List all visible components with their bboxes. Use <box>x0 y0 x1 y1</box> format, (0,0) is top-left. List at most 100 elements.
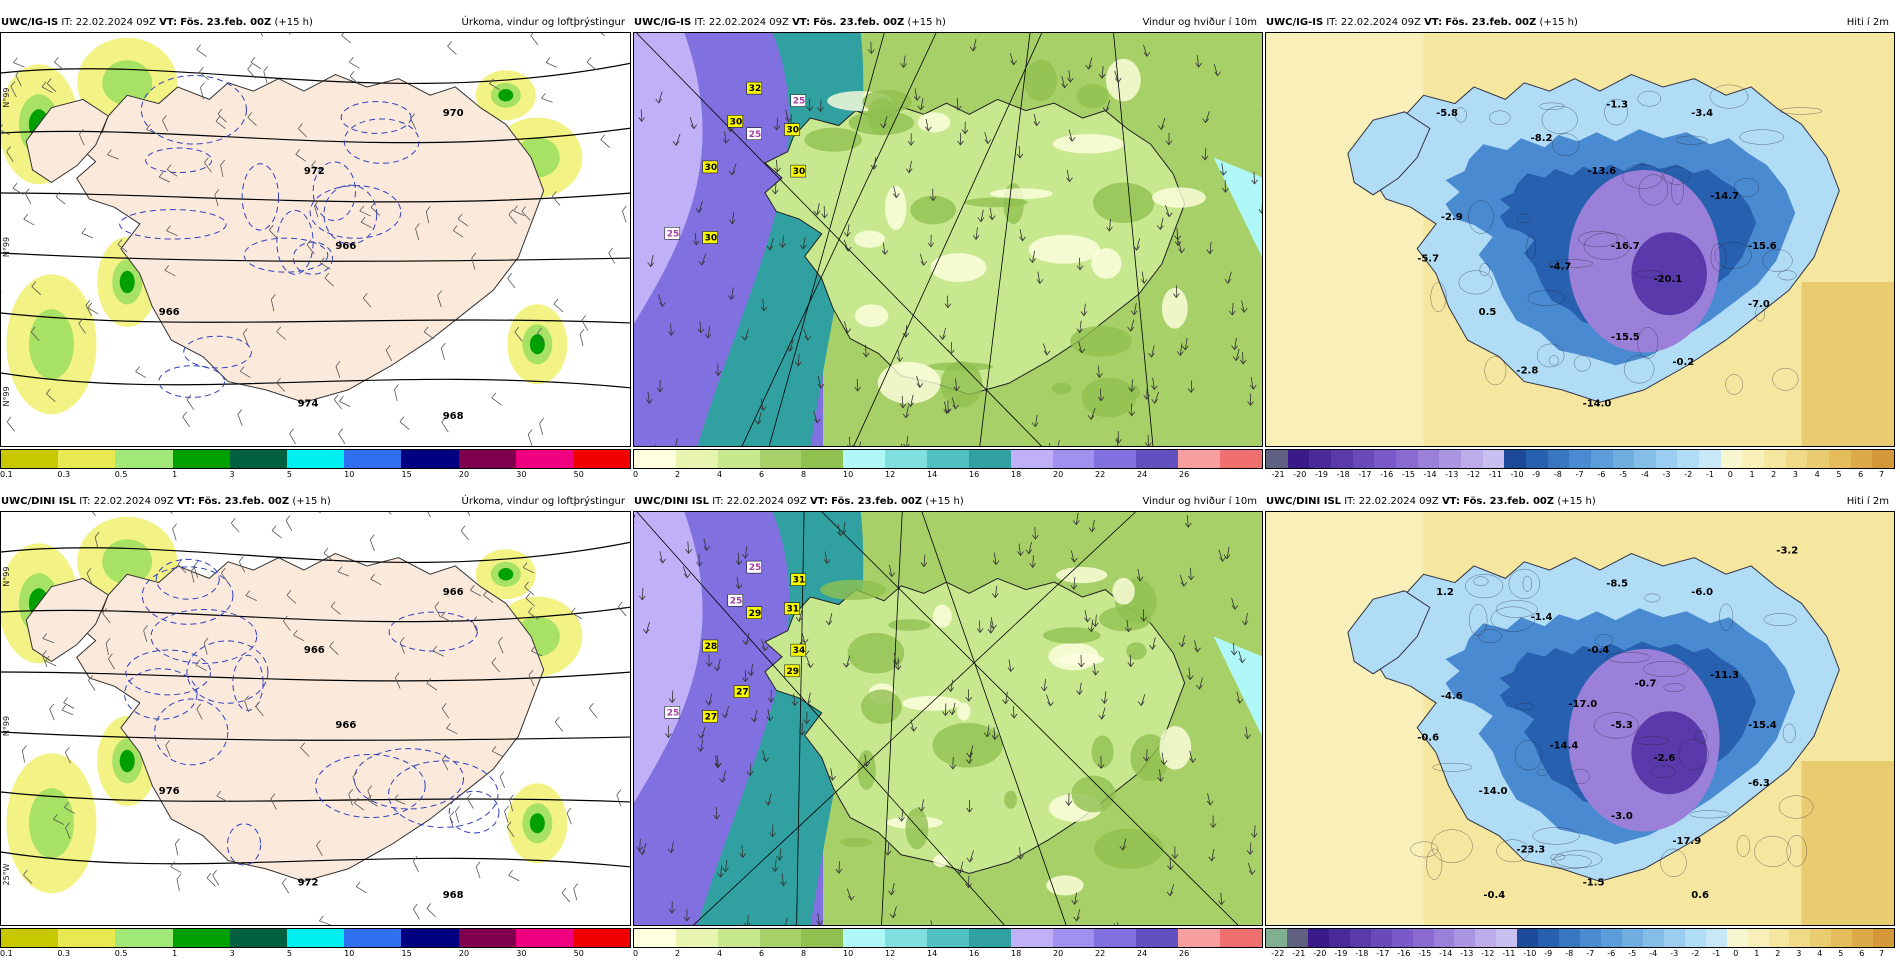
scale-swatch <box>1220 929 1262 947</box>
scale-tick-label: 26 <box>1179 949 1189 958</box>
scale-swatch <box>1677 450 1699 468</box>
scale-tick-label: 16 <box>969 470 979 479</box>
scale-tick-label: -16 <box>1380 470 1393 479</box>
forecast-panel-top-wind: UWC/IG-IS IT: 22.02.2024 09Z VT: Fös. 23… <box>633 14 1263 483</box>
temperature-label: -6.0 <box>1691 587 1713 598</box>
gust-value: 30 <box>705 234 718 244</box>
temperature-label: -17.9 <box>1672 836 1701 847</box>
scale-tick-label: -15 <box>1418 949 1431 958</box>
scale-tick-label: -1 <box>1712 949 1720 958</box>
forecast-panel-bottom-temp: UWC/DINI ISL IT: 22.02.2024 09Z VT: Fös.… <box>1265 493 1895 962</box>
scale-swatch <box>1053 929 1095 947</box>
init-time: 22.02.2024 09Z <box>727 496 807 507</box>
scale-tick-label: -2 <box>1691 949 1699 958</box>
scale-swatch <box>230 450 287 468</box>
temperature-label: -3.4 <box>1691 108 1713 119</box>
scale-swatch <box>1559 929 1580 947</box>
temperature-label: -1.4 <box>1531 612 1553 623</box>
scale-swatch <box>1136 929 1178 947</box>
temperature-label: -15.6 <box>1748 241 1777 252</box>
scale-swatch <box>1656 450 1678 468</box>
scale-tick-label: -12 <box>1481 949 1494 958</box>
scale-swatch <box>760 929 802 947</box>
scale-swatch <box>1852 929 1873 947</box>
scale-swatch <box>1517 929 1538 947</box>
scale-tick-label: -18 <box>1337 470 1350 479</box>
scale-swatch <box>1094 929 1136 947</box>
temperature-label: -16.7 <box>1611 241 1640 252</box>
init-time-label: IT: <box>1344 496 1355 507</box>
valid-time-label: VT: <box>1424 17 1442 28</box>
init-time: 22.02.2024 09Z <box>709 17 789 28</box>
scale-tick-label: 4 <box>1815 470 1820 479</box>
temperature-label: -7.0 <box>1748 299 1770 310</box>
init-time-label: IT: <box>1326 17 1337 28</box>
lat-label: N°99 <box>2 567 11 587</box>
scale-tick-label: 2 <box>675 470 680 479</box>
scale-tick-label: 50 <box>574 949 584 958</box>
scale-swatch <box>676 450 718 468</box>
scale-tick-label: 0.5 <box>115 949 128 958</box>
scale-tick-label: 0.5 <box>115 470 128 479</box>
scale-tick-label: -9 <box>1532 470 1540 479</box>
gust-value: 31 <box>793 576 806 586</box>
temp-map[interactable]: -5.8-1.3-3.4-8.2-13.6-14.7-2.9-16.7-5.7-… <box>1265 32 1895 447</box>
scale-swatch <box>1742 450 1764 468</box>
scale-swatch <box>843 450 885 468</box>
scale-swatch <box>1664 929 1685 947</box>
scale-swatch <box>1807 450 1829 468</box>
scale-swatch <box>1764 450 1786 468</box>
scale-swatch <box>344 450 401 468</box>
scale-tick-label: -7 <box>1586 949 1594 958</box>
gust-value: 25 <box>749 563 762 573</box>
scale-tick-label: -14 <box>1424 470 1437 479</box>
valid-time-label: VT: <box>1442 496 1460 507</box>
gust-value: 29 <box>787 667 800 677</box>
temperature-label: -20.1 <box>1653 274 1682 285</box>
gust-value: 30 <box>787 126 800 136</box>
valid-time-label: VT: <box>177 496 195 507</box>
scale-tick-label: 0.1 <box>0 949 13 958</box>
temperature-label: -13.6 <box>1587 166 1616 177</box>
scale-swatch <box>1 450 58 468</box>
scale-tick-label: 5 <box>287 470 292 479</box>
scale-tick-label: -8 <box>1565 949 1573 958</box>
scale-swatch <box>718 929 760 947</box>
gust-label: 34 <box>791 644 806 656</box>
temperature-label: -8.2 <box>1531 133 1553 144</box>
temperature-label: -5.8 <box>1436 108 1458 119</box>
scale-swatch <box>927 450 969 468</box>
scale-swatch <box>287 929 344 947</box>
gust-label: 25 <box>665 227 680 239</box>
scale-swatch <box>843 929 885 947</box>
panel-title: Hiti í 2m <box>1847 14 1889 31</box>
panel-header: UWC/IG-IS IT: 22.02.2024 09Z VT: Fös. 23… <box>0 14 631 31</box>
scale-swatch <box>1475 929 1496 947</box>
temperature-label: -4.6 <box>1441 691 1463 702</box>
scale-tick-label: 5 <box>287 949 292 958</box>
gust-value: 29 <box>749 609 762 619</box>
color-scale-bar <box>1265 928 1895 948</box>
pressure-label: 966 <box>335 241 356 252</box>
scale-swatch <box>1872 450 1894 468</box>
scale-tick-label: 16 <box>969 949 979 958</box>
model-name: UWC/DINI ISL <box>634 496 709 507</box>
init-time-label: IT: <box>61 17 72 28</box>
gust-value: 31 <box>787 605 800 615</box>
scale-swatch <box>1094 450 1136 468</box>
temperature-label: -14.0 <box>1479 786 1508 797</box>
scale-tick-label: -7 <box>1576 470 1584 479</box>
scale-tick-label: 18 <box>1011 949 1021 958</box>
scale-tick-label: 0 <box>633 470 638 479</box>
valid-time: Fös. 23.feb. 00Z <box>813 17 904 28</box>
scale-tick-label: 12 <box>885 470 895 479</box>
temp-map[interactable]: 1.2-8.5-6.0-1.4-0.4-11.3-4.6-5.3-0.6-14.… <box>1265 511 1895 926</box>
scale-tick-label: -10 <box>1523 949 1536 958</box>
scale-swatch <box>1634 450 1656 468</box>
valid-time-label: VT: <box>159 17 177 28</box>
pressure-label: 970 <box>443 108 464 119</box>
